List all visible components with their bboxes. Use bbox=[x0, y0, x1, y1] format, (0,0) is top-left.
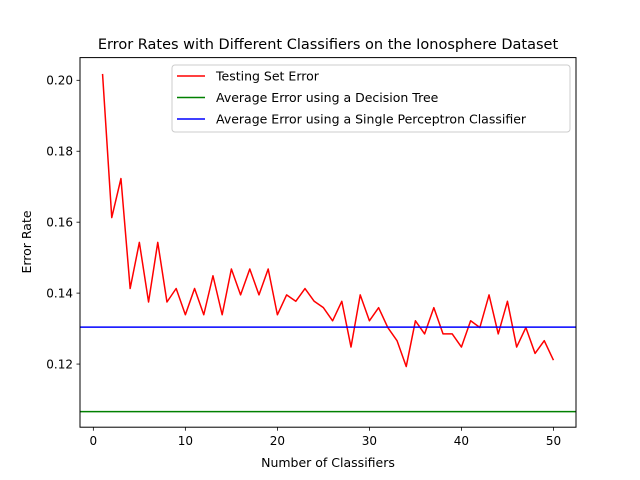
x-axis-label: Number of Classifiers bbox=[261, 455, 395, 470]
y-tick-label: 0.18 bbox=[46, 145, 73, 159]
plot-frame bbox=[79, 57, 577, 428]
legend-item-decision-tree-average: Average Error using a Decision Tree bbox=[177, 90, 439, 105]
legend-label: Testing Set Error bbox=[215, 69, 320, 84]
x-tick-label: 10 bbox=[178, 434, 193, 448]
x-axis-ticks: 0 10 20 30 40 50 bbox=[90, 427, 561, 448]
x-tick-label: 40 bbox=[454, 434, 469, 448]
x-tick-label: 0 bbox=[90, 434, 98, 448]
legend-item-perceptron-average: Average Error using a Single Perceptron … bbox=[177, 112, 527, 127]
legend-label: Average Error using a Decision Tree bbox=[216, 90, 439, 105]
x-tick-label: 50 bbox=[546, 434, 561, 448]
plot-area: 0 10 20 30 40 50 0.12 0.14 0.16 0.18 0.20 bbox=[46, 57, 577, 448]
legend: Testing Set Error Average Error using a D… bbox=[171, 64, 571, 133]
legend-frame bbox=[171, 64, 571, 133]
y-tick-label: 0.14 bbox=[46, 286, 73, 300]
x-tick-label: 30 bbox=[362, 434, 377, 448]
legend-item-testing-set-error: Testing Set Error bbox=[177, 69, 320, 84]
y-tick-label: 0.12 bbox=[46, 357, 73, 371]
y-tick-label: 0.16 bbox=[46, 215, 73, 229]
y-axis-label: Error Rate bbox=[19, 210, 34, 273]
y-tick-label: 0.20 bbox=[46, 74, 73, 88]
x-tick-label: 20 bbox=[270, 434, 285, 448]
series-line-testing-set-error bbox=[101, 73, 555, 368]
chart-title: Error Rates with Different Classifiers o… bbox=[98, 37, 559, 53]
y-axis-ticks: 0.12 0.14 0.16 0.18 0.20 bbox=[46, 74, 80, 371]
series-layer bbox=[80, 73, 576, 413]
legend-label: Average Error using a Single Perceptron … bbox=[216, 112, 527, 127]
